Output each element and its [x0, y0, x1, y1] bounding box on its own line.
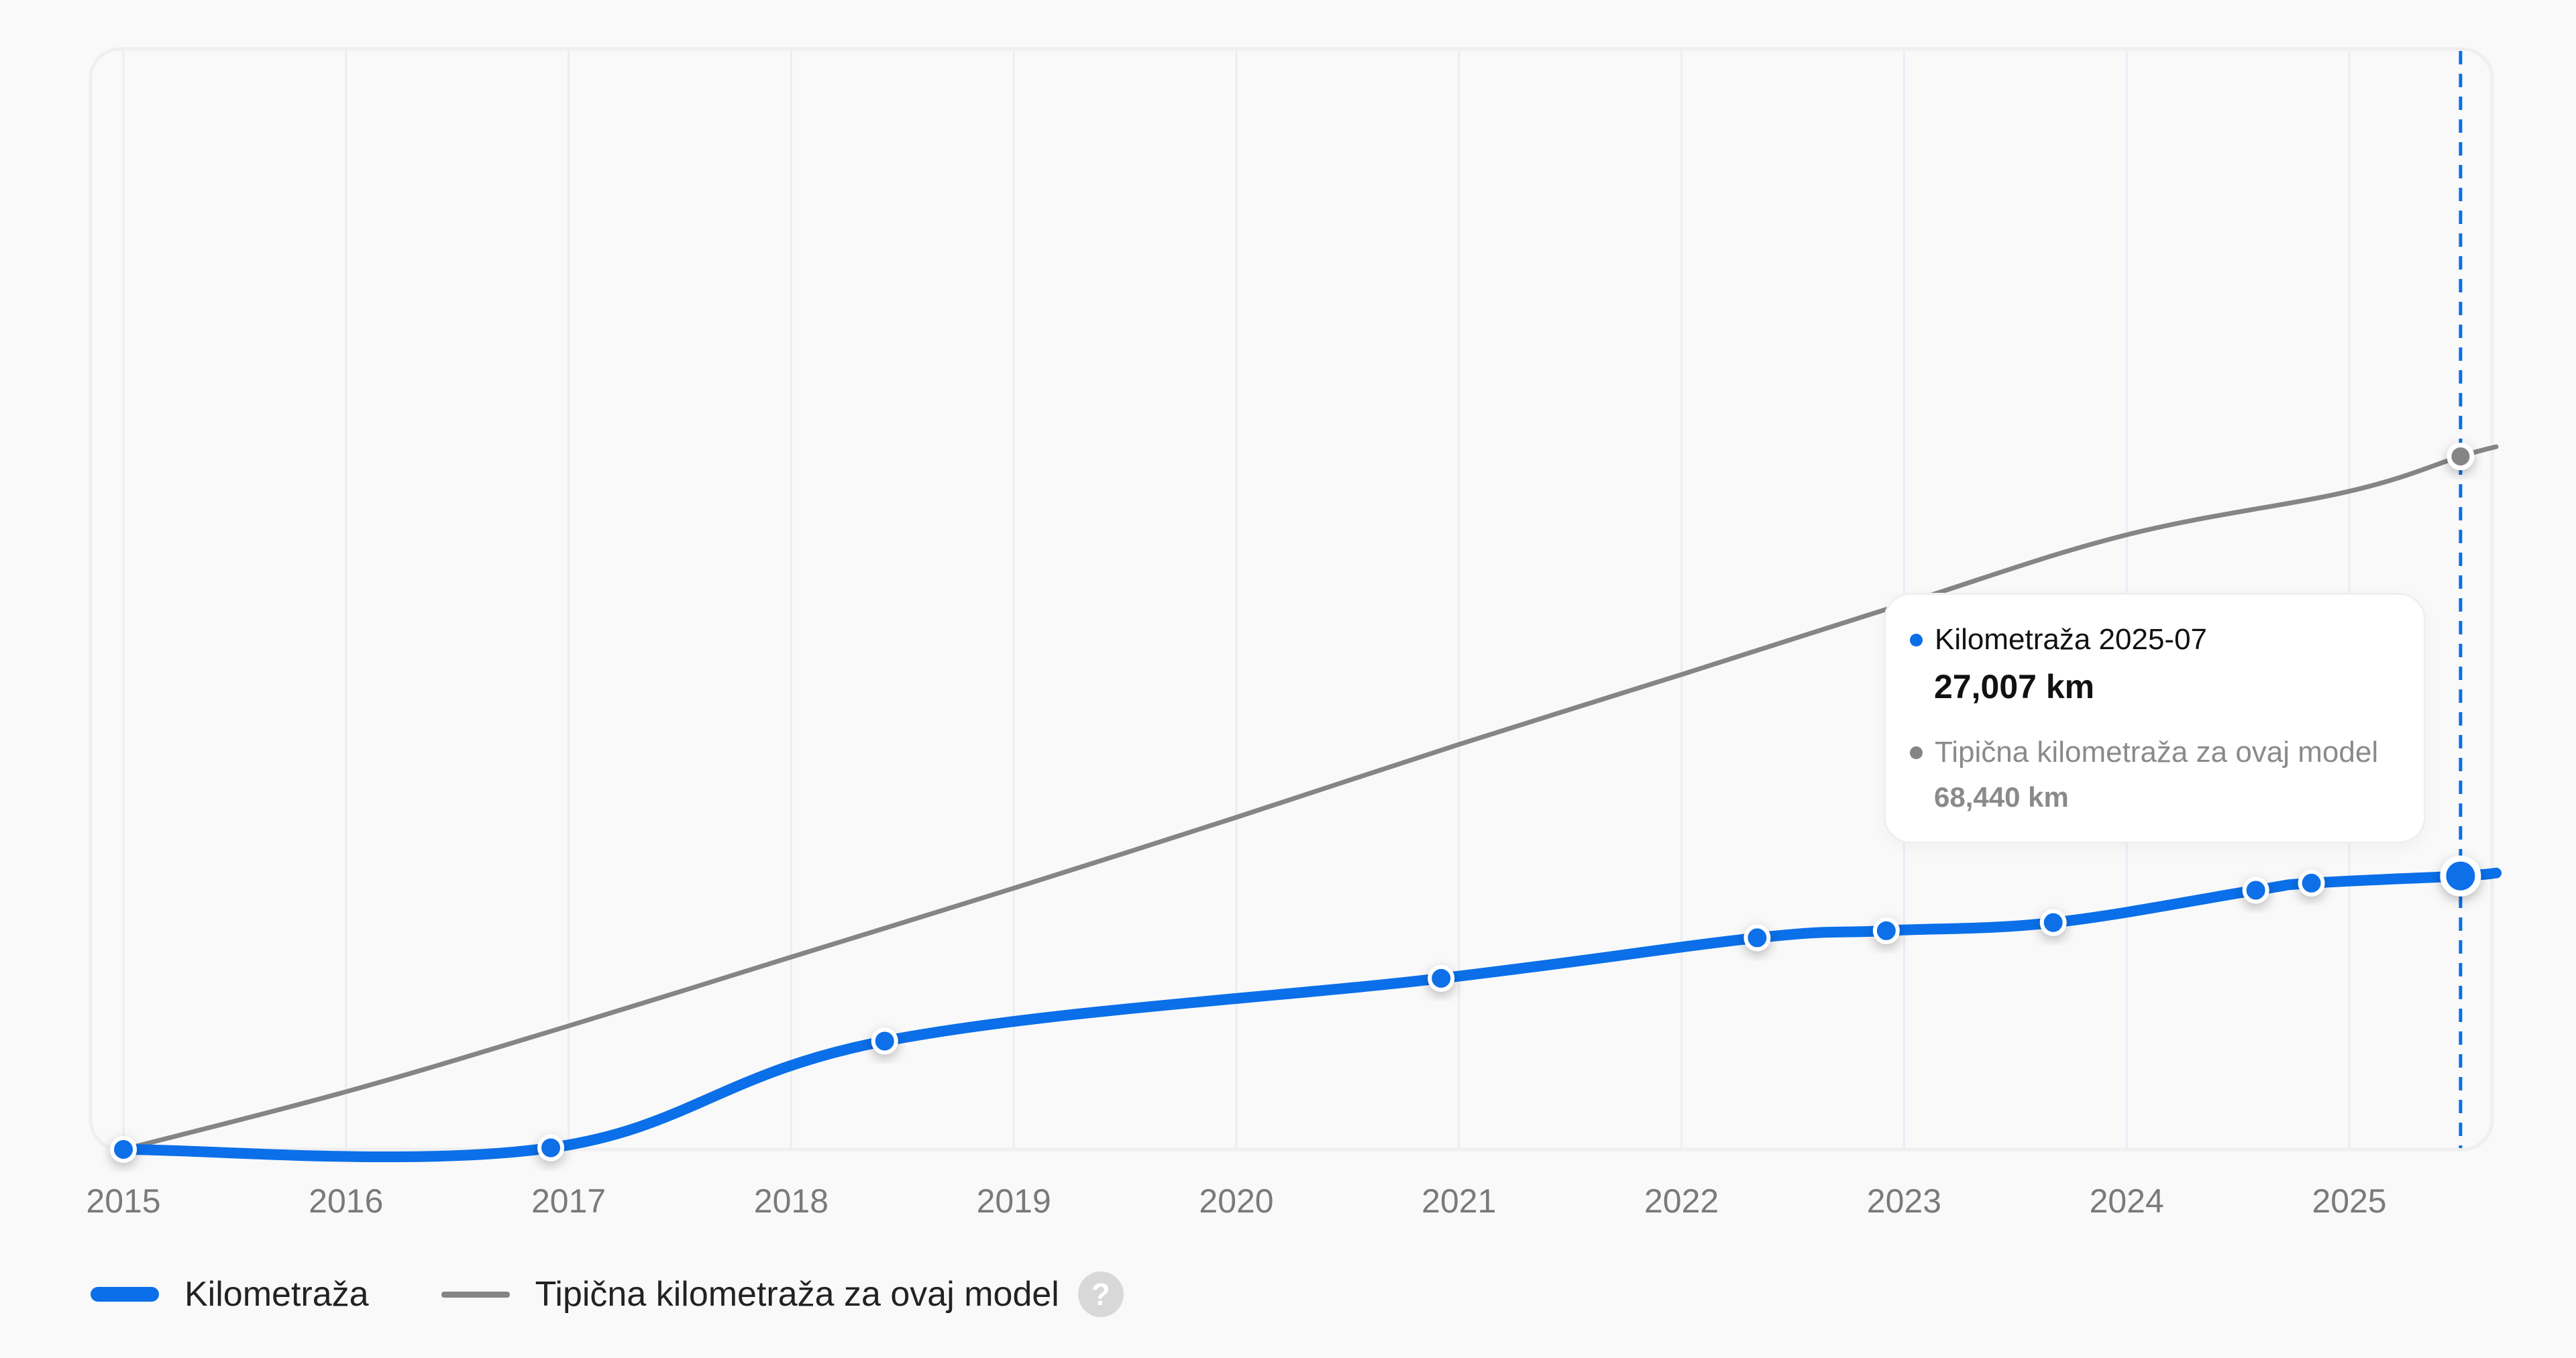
help-icon[interactable]: ?: [1077, 1271, 1124, 1317]
tooltip-series1-row: Kilometraža 2025-07: [1910, 623, 2207, 657]
legend-item-mileage[interactable]: Kilometraža: [91, 1274, 369, 1314]
x-tick-label: 2025: [2312, 1182, 2387, 1220]
legend-label-mileage: Kilometraža: [184, 1275, 369, 1314]
gray-dot-icon: [1910, 746, 1923, 759]
data-point[interactable]: [871, 1027, 898, 1055]
tooltip-series1-value: 27,007 km: [1934, 668, 2095, 705]
x-tick-label: 2018: [753, 1182, 829, 1220]
legend-label-typical: Tipična kilometraža za ovaj model: [535, 1275, 1059, 1314]
data-point[interactable]: [1428, 964, 1455, 992]
x-tick-label: 2021: [1421, 1182, 1497, 1220]
legend-item-typical[interactable]: Tipična kilometraža za ovaj model: [441, 1274, 1059, 1314]
blue-line-swatch-icon: [91, 1287, 159, 1302]
x-tick-label: 2019: [976, 1182, 1051, 1220]
x-tick-label: 2016: [309, 1182, 384, 1220]
data-point[interactable]: [1872, 917, 1900, 944]
x-tick-label: 2024: [2089, 1182, 2164, 1220]
x-tick-label: 2017: [531, 1182, 606, 1220]
tooltip-series2-value: 68,440 km: [1934, 781, 2069, 813]
gray-line-swatch-icon: [441, 1291, 510, 1298]
chart-legend: Kilometraža Tipična kilometraža za ovaj …: [91, 1267, 1124, 1321]
mileage-data-points[interactable]: [110, 443, 2481, 1163]
data-point[interactable]: [1743, 924, 1771, 952]
data-point[interactable]: [2298, 869, 2325, 897]
data-point[interactable]: [110, 1136, 137, 1163]
highlighted-data-point[interactable]: [2440, 855, 2481, 897]
data-point[interactable]: [537, 1134, 565, 1162]
data-point[interactable]: [2242, 876, 2269, 904]
tooltip-series2-row: Tipična kilometraža za ovaj model: [1910, 736, 2378, 769]
x-tick-label: 2023: [1866, 1182, 1942, 1220]
tooltip-series2-label: Tipična kilometraža za ovaj model: [1935, 736, 2379, 769]
x-tick-label: 2015: [86, 1182, 161, 1220]
chart-panel: [89, 47, 2494, 1151]
x-tick-label: 2020: [1199, 1182, 1274, 1220]
chart-tooltip: Kilometraža 2025-07 27,007 km Tipična ki…: [1884, 593, 2426, 844]
mileage-line: [118, 867, 2502, 1163]
typical-highlight-point: [2447, 443, 2475, 471]
tooltip-series1-label: Kilometraža 2025-07: [1935, 623, 2208, 656]
blue-dot-icon: [1910, 633, 1923, 646]
x-tick-label: 2022: [1644, 1182, 1719, 1220]
data-point[interactable]: [2039, 909, 2067, 936]
typical-mileage-line: [121, 444, 2499, 1152]
